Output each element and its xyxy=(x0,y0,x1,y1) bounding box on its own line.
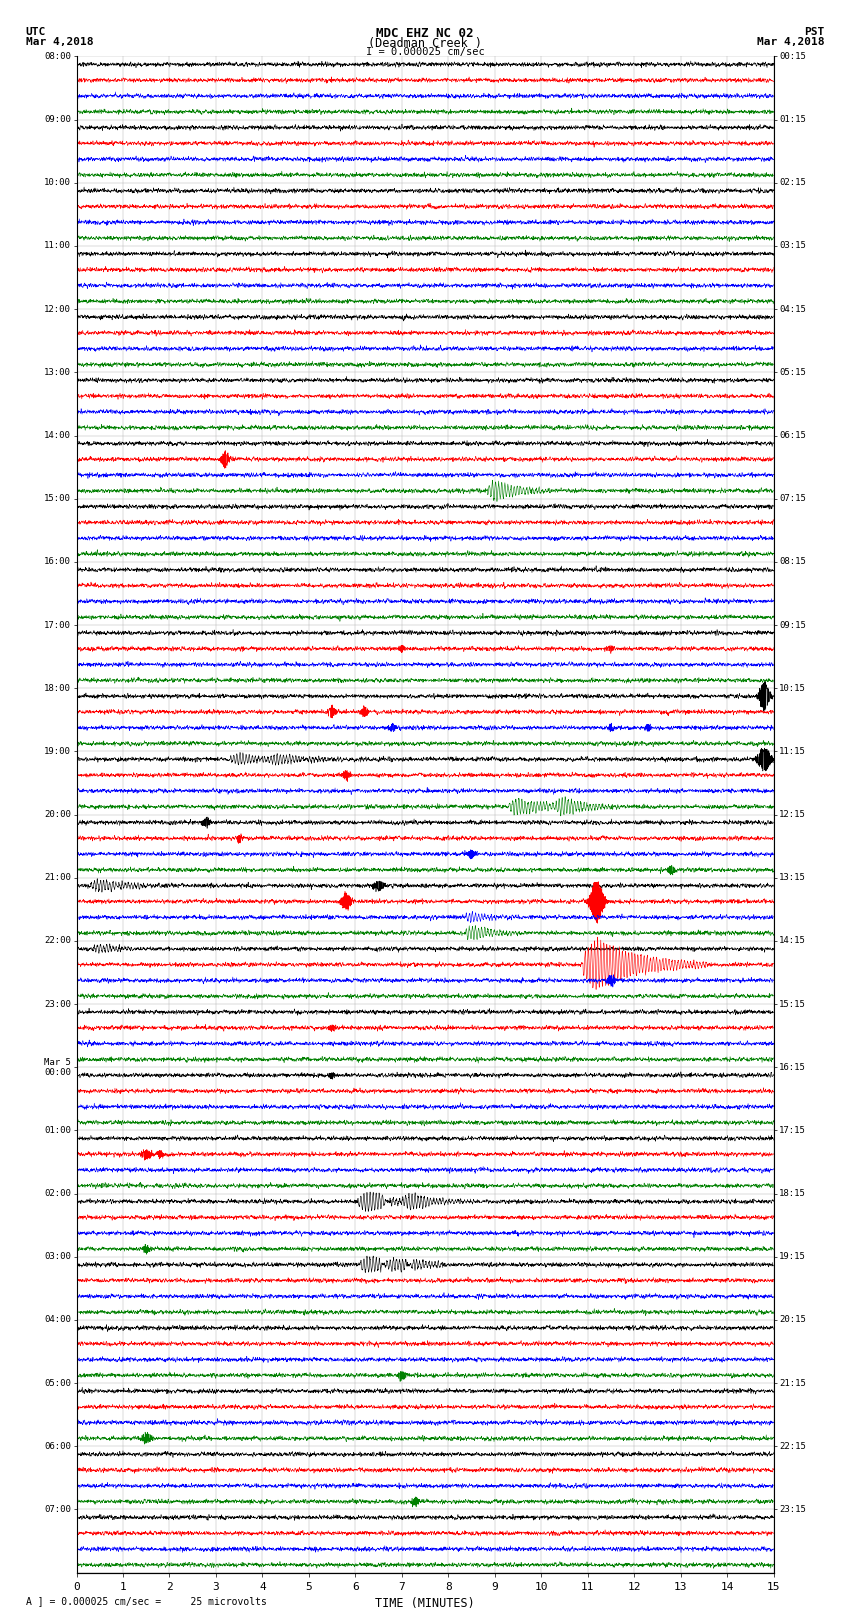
Text: UTC: UTC xyxy=(26,27,46,37)
Text: I = 0.000025 cm/sec: I = 0.000025 cm/sec xyxy=(366,47,484,56)
Text: Mar 4,2018: Mar 4,2018 xyxy=(26,37,93,47)
X-axis label: TIME (MINUTES): TIME (MINUTES) xyxy=(375,1597,475,1610)
Text: Mar 4,2018: Mar 4,2018 xyxy=(757,37,824,47)
Text: MDC EHZ NC 02: MDC EHZ NC 02 xyxy=(377,27,473,40)
Text: PST: PST xyxy=(804,27,824,37)
Text: A ] = 0.000025 cm/sec =     25 microvolts: A ] = 0.000025 cm/sec = 25 microvolts xyxy=(26,1597,266,1607)
Text: (Deadman Creek ): (Deadman Creek ) xyxy=(368,37,482,50)
